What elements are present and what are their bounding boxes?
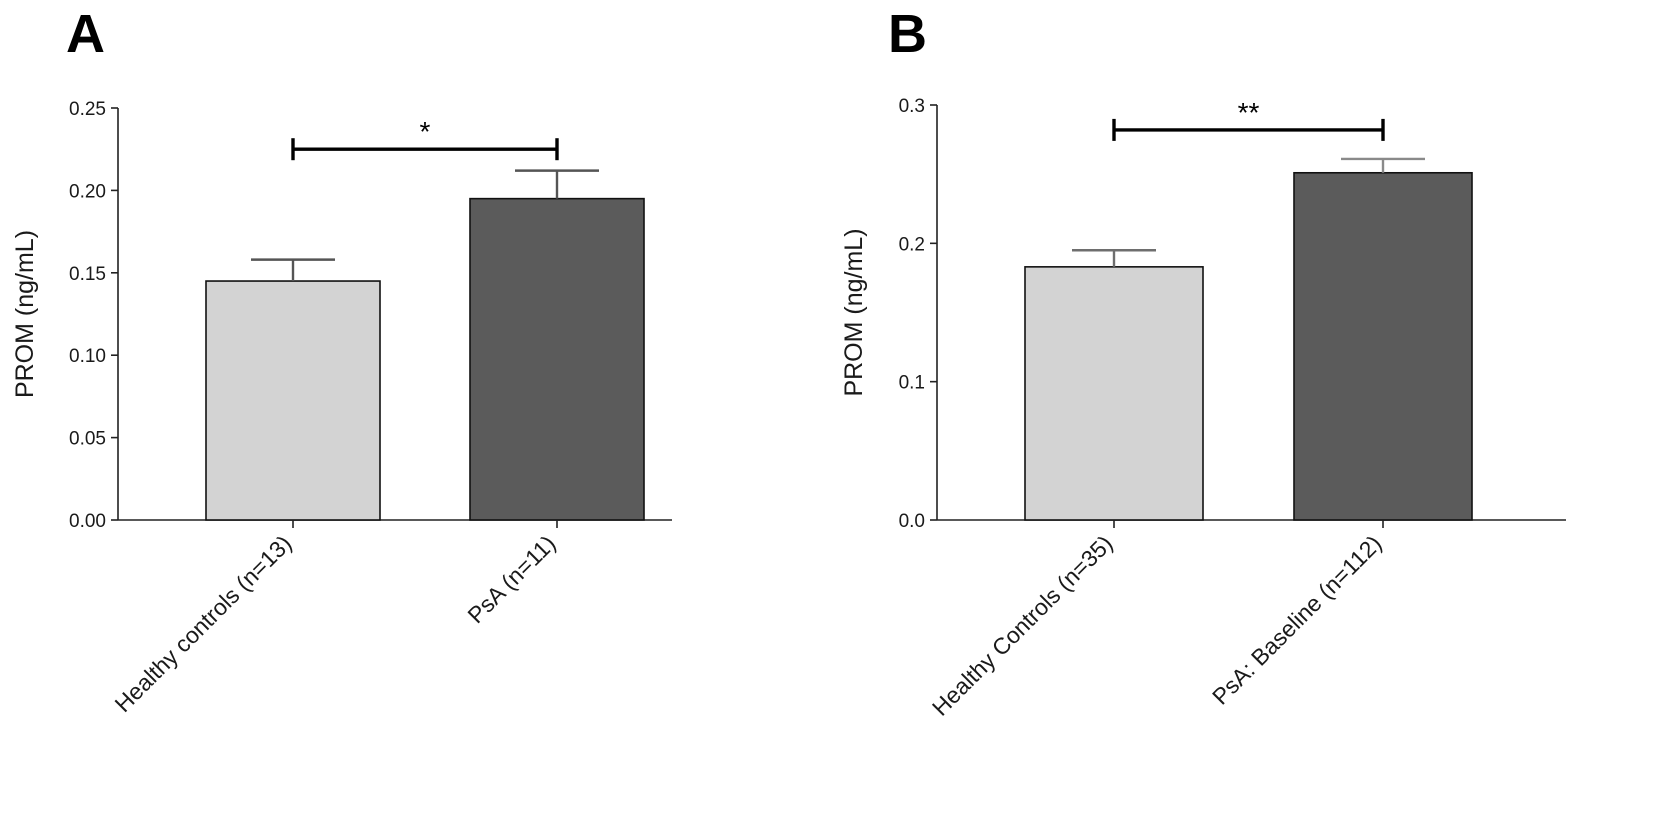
y-axis-title: PROM (ng/mL) [840, 228, 868, 396]
panel-label: A [66, 4, 105, 64]
bar-1 [469, 197, 645, 521]
category-label: Healthy controls (n=13) [110, 530, 297, 717]
bar-0 [205, 280, 381, 521]
significance-label: ** [1238, 97, 1260, 128]
y-tick-label: 0.0 [899, 511, 925, 532]
y-tick-label: 0.25 [69, 99, 106, 120]
category-label: Healthy Controls (n=35) [927, 530, 1118, 721]
y-tick-label: 0.00 [69, 511, 106, 532]
y-tick-label: 0.20 [69, 181, 106, 202]
significance-label: * [420, 116, 431, 147]
bar-0 [1024, 266, 1204, 521]
y-tick-label: 0.2 [899, 234, 925, 255]
panel-b: B 0.0 0.1 0.2 0.3 PROM (ng/mL) Healthy Control… [840, 4, 1566, 721]
y-axis-title: PROM (ng/mL) [11, 230, 39, 398]
y-tick-label: 0.1 [899, 373, 925, 394]
category-label: PsA (n=11) [462, 530, 560, 628]
panel-label: B [888, 4, 927, 64]
y-tick-label: 0.3 [899, 96, 925, 117]
y-tick-label: 0.05 [69, 429, 106, 450]
bar-1 [1293, 171, 1473, 521]
y-tick-label: 0.10 [69, 346, 106, 367]
y-tick-label: 0.15 [69, 264, 106, 285]
category-label: PsA: Baseline (n=112) [1207, 530, 1386, 709]
panel-a: A 0.00 0.05 0.10 0.15 0.20 0.25 PROM (ng/mL) Hea… [11, 4, 672, 717]
